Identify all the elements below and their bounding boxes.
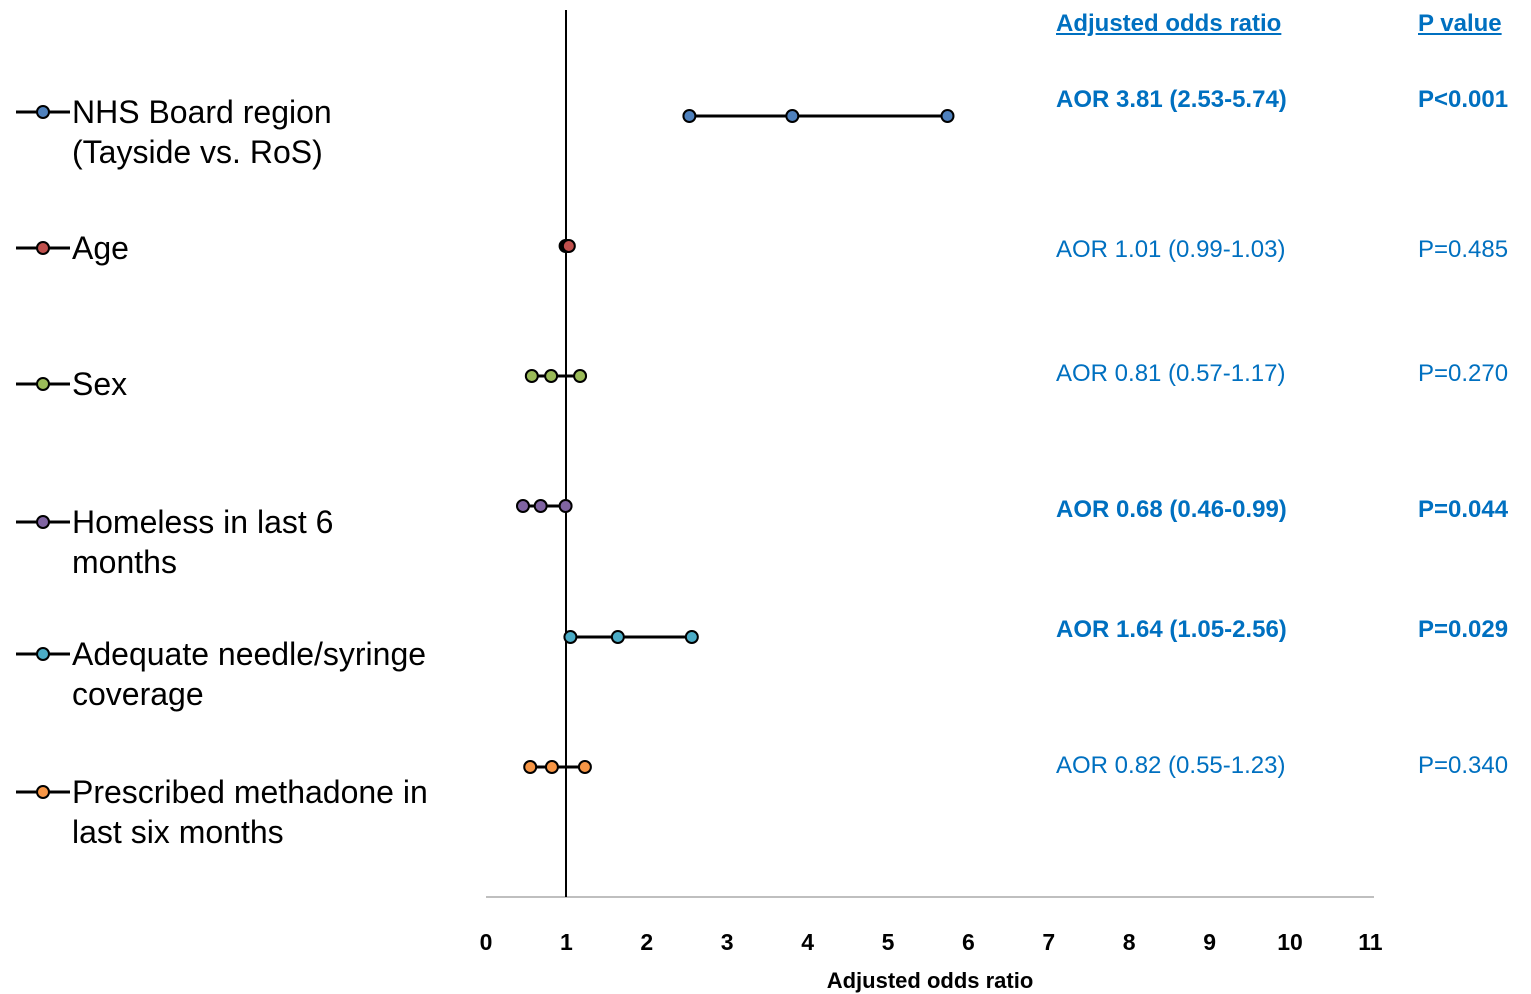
- aor-value: AOR 0.82 (0.55-1.23): [1056, 752, 1286, 779]
- legend-marker-icon: [16, 515, 70, 529]
- x-tick-label: 1: [560, 929, 573, 955]
- aor-point-marker: [533, 499, 548, 513]
- legend-marker-icon: [16, 647, 70, 661]
- legend-item: Prescribed methadone in last six months: [14, 772, 428, 852]
- aor-column-header: Adjusted odds ratio: [1056, 10, 1282, 37]
- x-tick-label: 10: [1277, 929, 1303, 955]
- x-tick-label: 6: [962, 929, 975, 955]
- p-value: P=0.044: [1418, 496, 1509, 523]
- x-tick-label: 7: [1042, 929, 1055, 955]
- ci-upper-marker: [577, 760, 592, 774]
- x-axis-title: Adjusted odds ratio: [827, 968, 1034, 993]
- p-value: P<0.001: [1418, 86, 1509, 113]
- ci-lower-marker: [515, 499, 530, 513]
- ci-lower-marker: [523, 760, 538, 774]
- legend-label: Age: [72, 230, 129, 266]
- legend-item: Age: [14, 228, 129, 268]
- x-tick-label: 0: [480, 929, 493, 955]
- aor-point-marker: [785, 109, 800, 123]
- legend-marker-icon: [16, 785, 70, 799]
- legend-label: NHS Board region (Tayside vs. RoS): [72, 94, 332, 170]
- legend-marker-icon: [16, 377, 70, 391]
- x-tick-label: 8: [1123, 929, 1136, 955]
- legend-item: Homeless in last 6 months: [14, 502, 333, 582]
- ci-upper-marker: [684, 630, 699, 644]
- legend-item: NHS Board region (Tayside vs. RoS): [14, 92, 332, 172]
- legend-label: Homeless in last 6 months: [72, 504, 334, 580]
- legend-label: Adequate needle/syringe coverage: [72, 636, 427, 712]
- p-value: P=0.029: [1418, 616, 1509, 643]
- legend-marker-icon: [16, 241, 70, 255]
- p-value: P=0.270: [1418, 360, 1509, 387]
- forest-marks: [515, 109, 955, 774]
- ci-upper-marker: [561, 239, 576, 253]
- legend-item: Sex: [14, 364, 127, 404]
- p-value-column-header: P value: [1418, 10, 1502, 37]
- ci-lower-marker: [524, 369, 539, 383]
- legend-label: Prescribed methadone in last six months: [72, 774, 428, 850]
- ci-upper-marker: [573, 369, 588, 383]
- x-tick-label: 9: [1203, 929, 1216, 955]
- aor-value: AOR 1.01 (0.99-1.03): [1056, 236, 1286, 263]
- legend-marker-icon: [16, 105, 70, 119]
- x-tick-label: 4: [801, 929, 814, 955]
- x-tick-label: 11: [1358, 929, 1383, 955]
- x-tick-label: 5: [882, 929, 895, 955]
- aor-point-marker: [610, 630, 625, 644]
- p-value: P=0.340: [1418, 752, 1509, 779]
- aor-value: AOR 3.81 (2.53-5.74): [1056, 86, 1287, 113]
- p-value: P=0.485: [1418, 236, 1509, 263]
- aor-point-marker: [544, 369, 559, 383]
- ci-upper-marker: [940, 109, 955, 123]
- legend-label: Sex: [72, 366, 128, 402]
- ci-lower-marker: [563, 630, 578, 644]
- x-tick-label: 3: [721, 929, 734, 955]
- x-tick-labels: 0 1 2 3 4 5 6 7 8 9 10 11: [480, 929, 1383, 955]
- legend-item: Adequate needle/syringe coverage: [14, 634, 426, 714]
- aor-value: AOR 0.81 (0.57-1.17): [1056, 360, 1286, 387]
- aor-value: AOR 0.68 (0.46-0.99): [1056, 496, 1287, 523]
- aor-value: AOR 1.64 (1.05-2.56): [1056, 616, 1287, 643]
- aor-point-marker: [544, 760, 559, 774]
- ci-upper-marker: [558, 499, 573, 513]
- x-tick-label: 2: [640, 929, 653, 955]
- ci-lower-marker: [682, 109, 697, 123]
